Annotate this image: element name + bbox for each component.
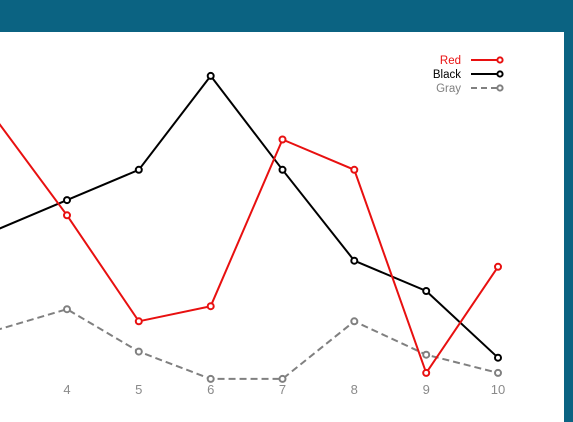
data-point-black[interactable] <box>422 287 431 295</box>
series-black <box>0 71 502 362</box>
data-point-black[interactable] <box>278 165 287 174</box>
data-point-gray[interactable] <box>206 374 215 383</box>
data-point-black[interactable] <box>63 196 71 205</box>
plot-area: 4 5 6 7 8 9 10 Red Black Gray <box>0 32 564 422</box>
legend-item-red[interactable]: Red <box>440 55 504 67</box>
data-point-black[interactable] <box>494 353 502 362</box>
legend: Red Black Gray <box>433 55 504 95</box>
x-tick-label: 4 <box>63 382 70 397</box>
legend-item-black[interactable]: Black <box>433 69 504 81</box>
data-point-red[interactable] <box>350 165 359 174</box>
series-layer <box>0 71 502 383</box>
data-point-black[interactable] <box>206 71 215 80</box>
x-tick-label: 9 <box>423 382 430 397</box>
data-point-red[interactable] <box>134 317 143 326</box>
data-point-red[interactable] <box>494 262 502 271</box>
x-tick-label: 5 <box>135 382 142 397</box>
legend-label-gray: Gray <box>436 83 461 95</box>
legend-marker-red <box>496 56 504 64</box>
data-point-red[interactable] <box>422 368 431 377</box>
data-point-red[interactable] <box>63 211 71 220</box>
legend-marker-gray <box>496 84 504 92</box>
x-tick-label: 8 <box>351 382 358 397</box>
data-point-gray[interactable] <box>278 374 287 383</box>
legend-marker-black <box>496 70 504 78</box>
data-point-gray[interactable] <box>494 368 502 377</box>
data-point-gray[interactable] <box>422 350 431 359</box>
x-tick-label: 7 <box>279 382 286 397</box>
data-point-black[interactable] <box>350 256 359 265</box>
series-line-black <box>0 74 499 359</box>
series-red <box>0 123 502 377</box>
data-point-black[interactable] <box>134 165 143 174</box>
series-line-gray <box>0 308 499 380</box>
x-tick-label: 6 <box>207 382 214 397</box>
legend-item-gray[interactable]: Gray <box>436 83 504 95</box>
data-point-gray[interactable] <box>134 347 143 356</box>
legend-label-black: Black <box>433 69 461 81</box>
line-chart: 4 5 6 7 8 9 10 Red Black Gray <box>0 55 505 397</box>
x-tick-label: 10 <box>491 382 505 397</box>
data-point-gray[interactable] <box>350 317 359 326</box>
x-axis-ticks: 4 5 6 7 8 9 10 <box>63 382 505 397</box>
data-point-gray[interactable] <box>63 305 71 314</box>
legend-label-red: Red <box>440 55 461 67</box>
data-point-red[interactable] <box>278 135 287 144</box>
data-point-red[interactable] <box>206 302 215 311</box>
series-line-red <box>0 123 499 376</box>
series-gray <box>0 305 502 383</box>
